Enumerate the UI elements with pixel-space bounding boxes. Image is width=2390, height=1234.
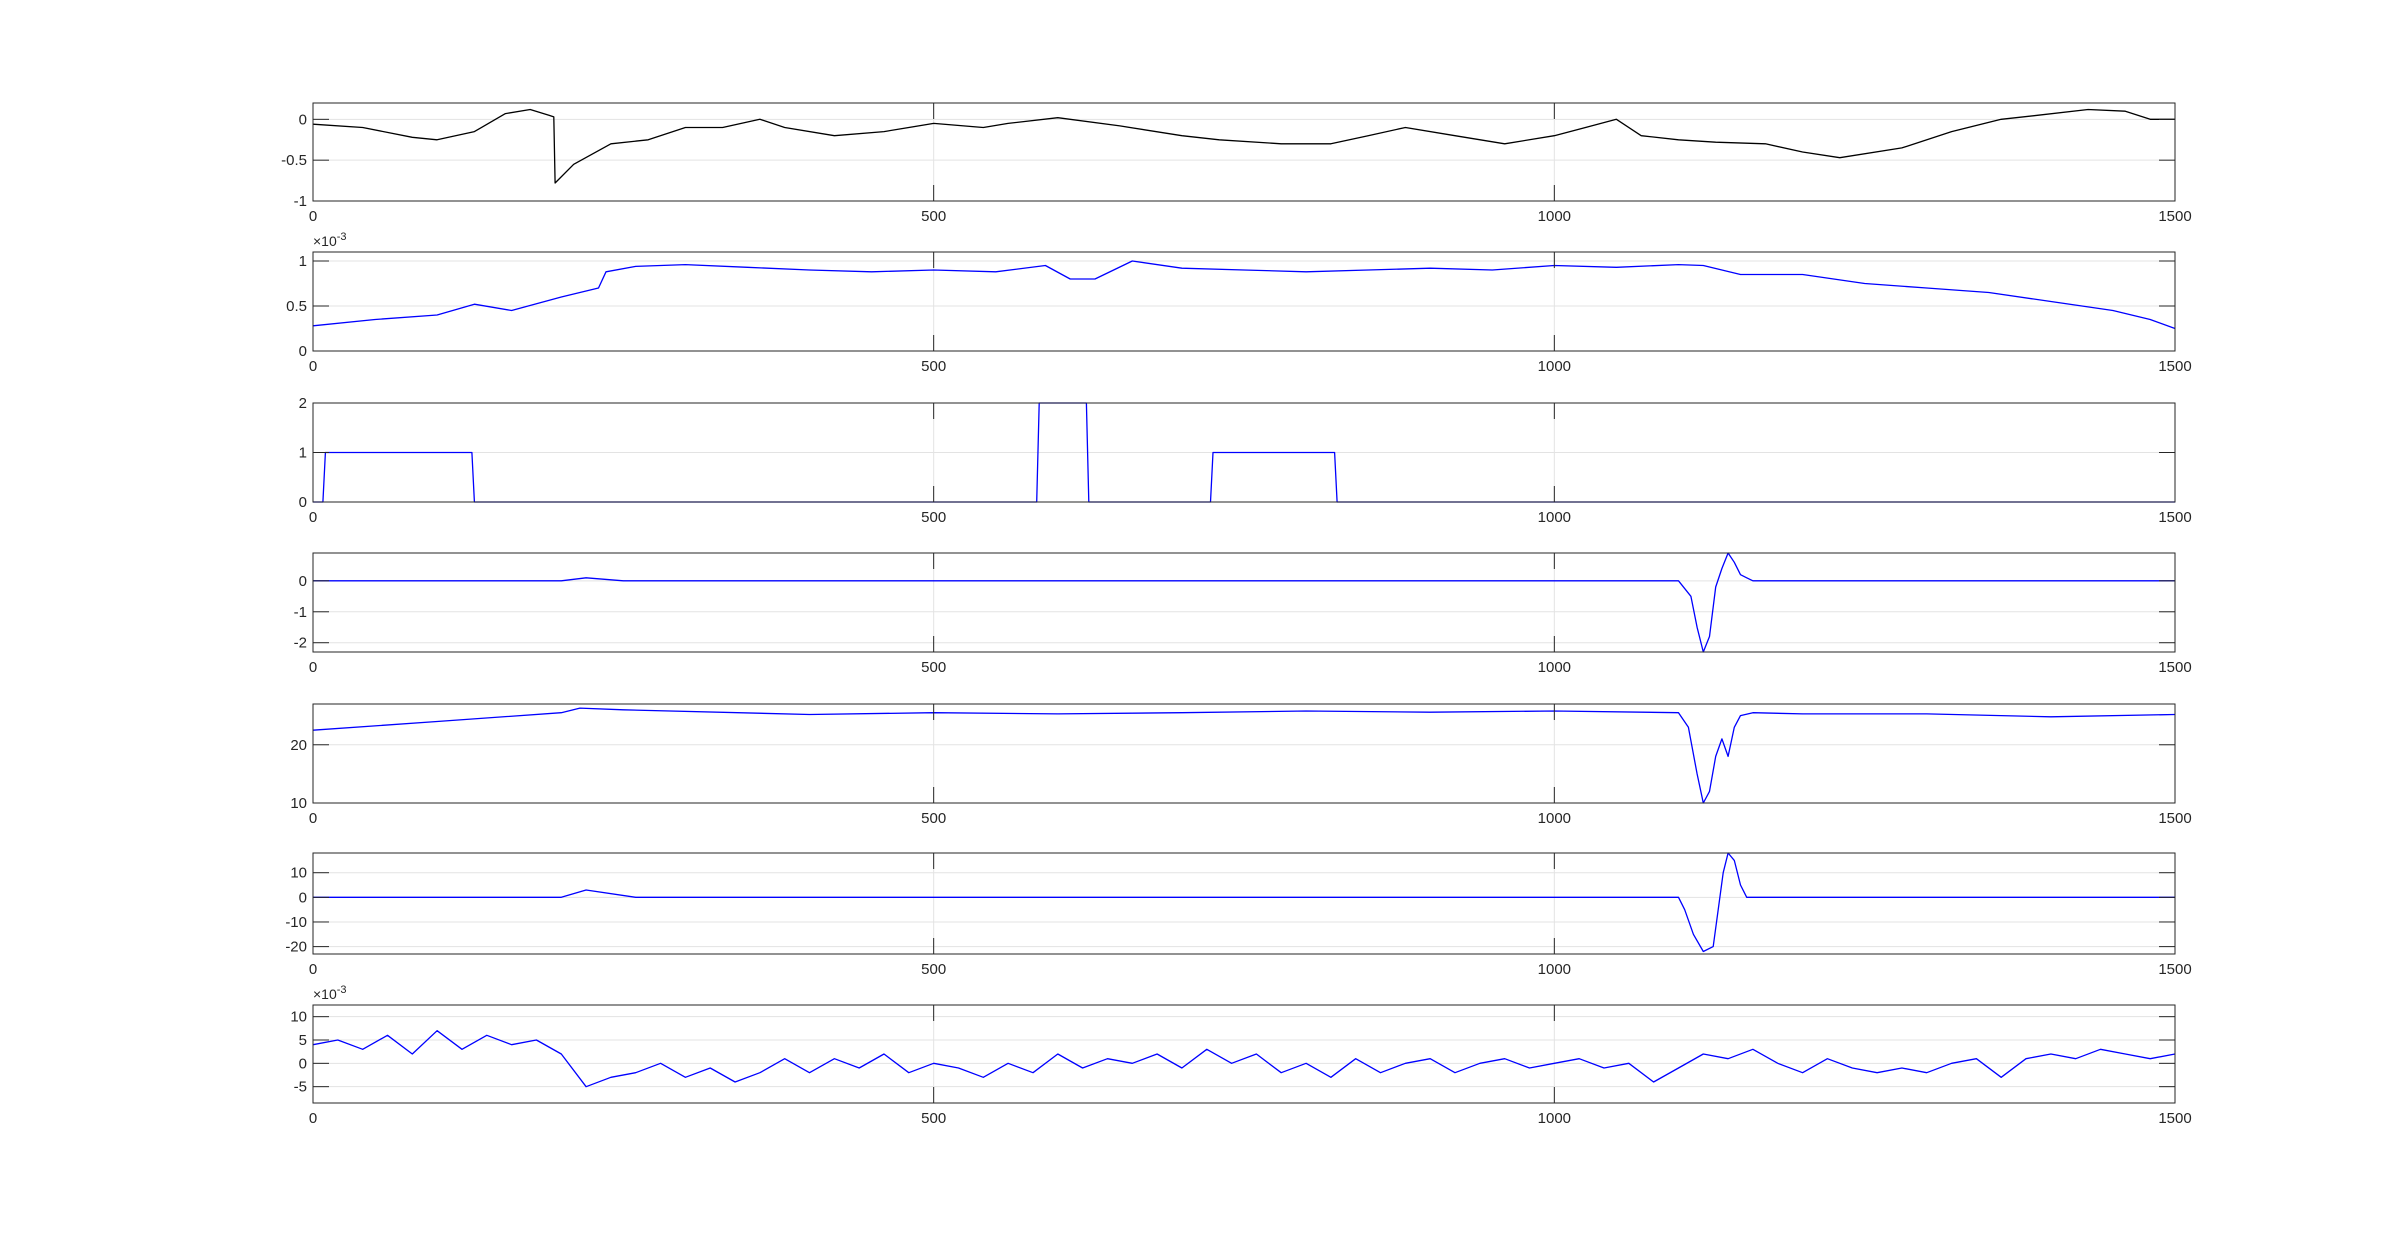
x-tick-label: 0 xyxy=(309,659,317,676)
y-tick-label: -2 xyxy=(294,635,307,652)
x-tick-label: 0 xyxy=(309,961,317,978)
plot-area xyxy=(313,853,2175,954)
series-line xyxy=(313,552,2175,653)
y-tick-label: 2 xyxy=(299,395,307,412)
x-tick-label: 1500 xyxy=(2158,509,2191,526)
series-line xyxy=(312,108,2175,184)
series-line xyxy=(313,852,2175,953)
axis-exponent-label: ×10-3 xyxy=(313,231,347,249)
y-tick-label: -1 xyxy=(294,193,307,210)
axes-box xyxy=(312,852,2176,955)
subplot-3: 0 500 1000 1500 0 1 2 xyxy=(299,395,2192,526)
y-tick-label: 10 xyxy=(290,865,307,882)
axes-box xyxy=(312,552,2176,653)
x-tick-label: 0 xyxy=(309,208,317,225)
axis-exponent-base: ×10 xyxy=(313,986,337,1002)
axis-exponent-base: ×10 xyxy=(313,233,337,249)
y-tick-label: 5 xyxy=(299,1032,307,1049)
x-tick-label: 0 xyxy=(309,810,317,827)
subplot-5: 0 500 1000 1500 10 20 xyxy=(290,703,2192,827)
series-line xyxy=(312,260,2176,330)
x-tick-label: 1500 xyxy=(2158,1110,2191,1127)
axes-box xyxy=(312,1004,2176,1104)
x-tick-label: 1500 xyxy=(2158,208,2191,225)
subplot-6: 0 500 1000 1500 10 0 -10 -20 xyxy=(285,852,2192,978)
y-tick-label: 1 xyxy=(299,445,307,462)
plot-area xyxy=(313,103,2175,201)
subplot-4: 0 500 1000 1500 0 -1 -2 xyxy=(294,552,2192,676)
x-tick-label: 500 xyxy=(921,961,946,978)
x-tick-label: 1000 xyxy=(1538,358,1571,375)
axes-box xyxy=(312,703,2176,804)
x-tick-label: 1500 xyxy=(2158,961,2191,978)
y-tick-label: -1 xyxy=(294,604,307,621)
y-tick-label: -0.5 xyxy=(281,152,307,169)
x-tick-label: 0 xyxy=(309,509,317,526)
axes-box xyxy=(312,102,2176,202)
axis-exponent-label: ×10-3 xyxy=(313,984,347,1002)
x-tick-label: 1000 xyxy=(1538,509,1571,526)
y-tick-label: 10 xyxy=(290,1009,307,1026)
x-tick-label: 0 xyxy=(309,1110,317,1127)
y-tick-label: -5 xyxy=(294,1079,307,1096)
axis-exponent-power: -3 xyxy=(337,984,347,996)
x-tick-label: 500 xyxy=(921,810,946,827)
x-tick-label: 500 xyxy=(921,659,946,676)
x-tick-label: 0 xyxy=(309,358,317,375)
x-tick-label: 1000 xyxy=(1538,659,1571,676)
plot-area xyxy=(313,704,2175,803)
x-tick-label: 1000 xyxy=(1538,1110,1571,1127)
plot-area xyxy=(313,252,2175,351)
y-tick-label: -10 xyxy=(285,914,307,931)
x-tick-label: 1500 xyxy=(2158,810,2191,827)
y-tick-label: 0 xyxy=(299,1055,307,1072)
x-tick-label: 1500 xyxy=(2158,659,2191,676)
x-tick-label: 1500 xyxy=(2158,358,2191,375)
series-line xyxy=(312,1030,2176,1088)
x-tick-label: 500 xyxy=(921,1110,946,1127)
subplot-1: 0 500 1000 1500 0 -0.5 -1 xyxy=(281,102,2192,225)
plot-area xyxy=(313,1005,2175,1103)
axes-box xyxy=(312,251,2176,352)
y-tick-label: 0 xyxy=(299,111,307,128)
y-tick-label: 0.5 xyxy=(286,298,307,315)
y-tick-label: 0 xyxy=(299,889,307,906)
y-tick-label: 1 xyxy=(299,253,307,270)
y-tick-label: 10 xyxy=(290,795,307,812)
x-tick-label: 1000 xyxy=(1538,810,1571,827)
x-tick-label: 500 xyxy=(921,358,946,375)
x-tick-label: 500 xyxy=(921,509,946,526)
series-line xyxy=(312,707,2176,804)
y-tick-label: 20 xyxy=(290,737,307,754)
y-tick-label: -20 xyxy=(285,939,307,956)
subplot-2: 0 500 1000 1500 0 0.5 1 ×10-3 xyxy=(286,231,2192,375)
x-tick-label: 500 xyxy=(921,208,946,225)
y-tick-label: 0 xyxy=(299,343,307,360)
y-tick-label: 0 xyxy=(299,494,307,511)
axis-exponent-power: -3 xyxy=(337,231,347,243)
x-tick-label: 1000 xyxy=(1538,961,1571,978)
plot-area xyxy=(313,553,2175,652)
x-tick-label: 1000 xyxy=(1538,208,1571,225)
y-tick-label: 0 xyxy=(299,573,307,590)
